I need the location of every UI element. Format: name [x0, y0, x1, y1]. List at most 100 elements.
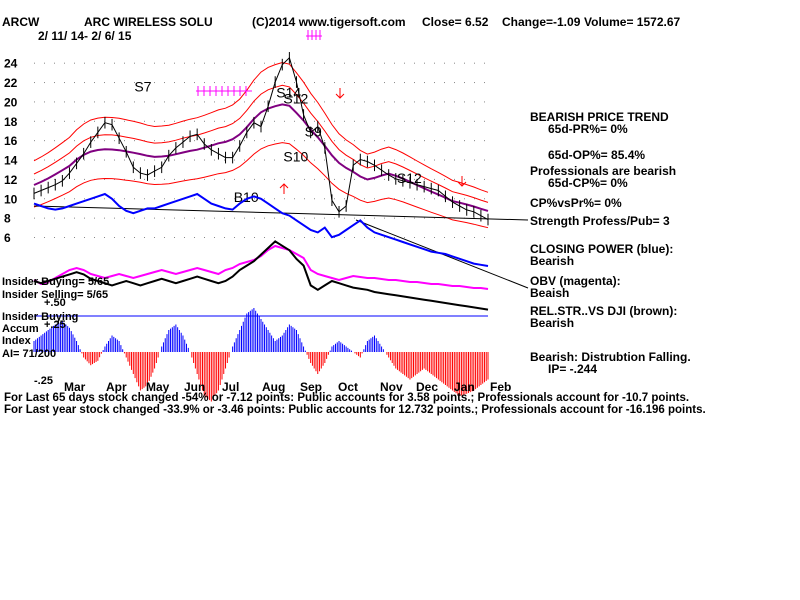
- grid-dot: [474, 198, 475, 200]
- grid-dot: [424, 140, 425, 142]
- grid-dot: [474, 140, 475, 142]
- grid-dot: [244, 217, 245, 219]
- closing-power-line: [33, 192, 489, 267]
- grid-dot: [454, 62, 455, 64]
- grid-dot: [134, 82, 135, 84]
- grid-dot: [204, 120, 205, 122]
- grid-dot: [404, 198, 405, 200]
- grid-dot: [134, 237, 135, 238]
- grid-dot: [374, 140, 375, 142]
- grid-dot: [384, 82, 385, 84]
- grid-dot: [224, 159, 225, 161]
- grid-dot: [84, 120, 85, 122]
- grid-dot: [134, 198, 135, 200]
- grid-dot: [334, 217, 335, 219]
- grid-dot: [294, 198, 295, 200]
- grid-dot: [254, 62, 255, 64]
- grid-dot: [124, 62, 125, 64]
- grid-dot: [364, 198, 365, 200]
- grid-dot: [484, 82, 485, 84]
- grid-dot: [154, 237, 155, 238]
- grid-dot: [274, 178, 275, 180]
- price-axis: 24 22 20 18 16 14 12 10 8 6: [4, 57, 485, 245]
- grid-dot: [334, 198, 335, 200]
- grid-dot: [224, 237, 225, 238]
- grid-dot: [114, 82, 115, 84]
- grid-dot: [384, 62, 385, 64]
- grid-dot: [154, 140, 155, 142]
- copyright: (C)2014 www.tigersoft.com: [252, 15, 406, 29]
- grid-dot: [394, 140, 395, 142]
- grid-dot: [34, 82, 35, 84]
- grid-dot: [154, 101, 155, 103]
- grid-dot: [354, 101, 355, 103]
- grid-dot: [214, 120, 215, 122]
- trend-title: BEARISH PRICE TREND: [530, 110, 669, 124]
- month-label: May: [146, 380, 170, 394]
- grid-dot: [214, 140, 215, 142]
- sell-arrow-s12: [457, 176, 467, 187]
- grid-dot: [204, 217, 205, 219]
- grid-dot: [484, 62, 485, 64]
- minus25-label: -.25: [34, 375, 53, 387]
- grid-dot: [464, 120, 465, 122]
- grid-dot: [164, 178, 165, 180]
- month-label: Jul: [222, 380, 239, 394]
- grid-dot: [324, 140, 325, 142]
- signal-arrows: [196, 30, 467, 194]
- grid-dot: [464, 140, 465, 142]
- grid-dot: [394, 82, 395, 84]
- cp-value: 65d-CP%= 0%: [548, 176, 628, 190]
- grid-dot: [314, 178, 315, 180]
- closing-power-label: CLOSING POWER (blue):: [530, 242, 673, 256]
- grid-dot: [484, 120, 485, 122]
- grid-dot: [164, 198, 165, 200]
- grid-dot: [224, 120, 225, 122]
- grid-dot: [304, 159, 305, 161]
- grid-dot: [254, 237, 255, 238]
- company-name: ARC WIRELESS SOLU: [84, 15, 213, 29]
- grid-dot: [364, 140, 365, 142]
- grid-dot: [394, 178, 395, 180]
- grid-dot: [374, 62, 375, 64]
- grid-dot: [294, 237, 295, 238]
- grid-dot: [424, 159, 425, 161]
- relstr-value: Bearish: [530, 316, 574, 330]
- grid-dot: [234, 140, 235, 142]
- grid-dot: [264, 198, 265, 200]
- grid-dot: [184, 178, 185, 180]
- grid-dot: [424, 82, 425, 84]
- grid-dot: [264, 101, 265, 103]
- grid-dot: [394, 101, 395, 103]
- grid-dot: [304, 101, 305, 103]
- grid-dot: [384, 237, 385, 238]
- grid-dot: [74, 140, 75, 142]
- grid-dot: [354, 217, 355, 219]
- grid-dot: [394, 217, 395, 219]
- closing-power-path: [33, 192, 489, 267]
- grid-dot: [304, 82, 305, 84]
- grid-dot: [244, 62, 245, 64]
- grid-dot: [34, 101, 35, 103]
- grid-dot: [224, 198, 225, 200]
- ma-line: [33, 103, 489, 212]
- ip-value: IP= -.244: [548, 362, 597, 376]
- grid-dot: [34, 178, 35, 180]
- grid-dot: [434, 198, 435, 200]
- grid-dot: [364, 159, 365, 161]
- grid-dot: [234, 237, 235, 238]
- grid-dot: [424, 237, 425, 238]
- month-label: Jun: [184, 380, 205, 394]
- signal-label: B10: [234, 189, 259, 205]
- grid-dot: [464, 237, 465, 238]
- grid-dot: [404, 217, 405, 219]
- grid-dot: [174, 217, 175, 219]
- grid-dot: [424, 101, 425, 103]
- grid-dot: [324, 159, 325, 161]
- grid-dot: [194, 101, 195, 103]
- grid-dot: [444, 237, 445, 238]
- grid-dot: [204, 237, 205, 238]
- grid-dot: [224, 178, 225, 180]
- grid-dot: [304, 217, 305, 219]
- grid-dot: [424, 198, 425, 200]
